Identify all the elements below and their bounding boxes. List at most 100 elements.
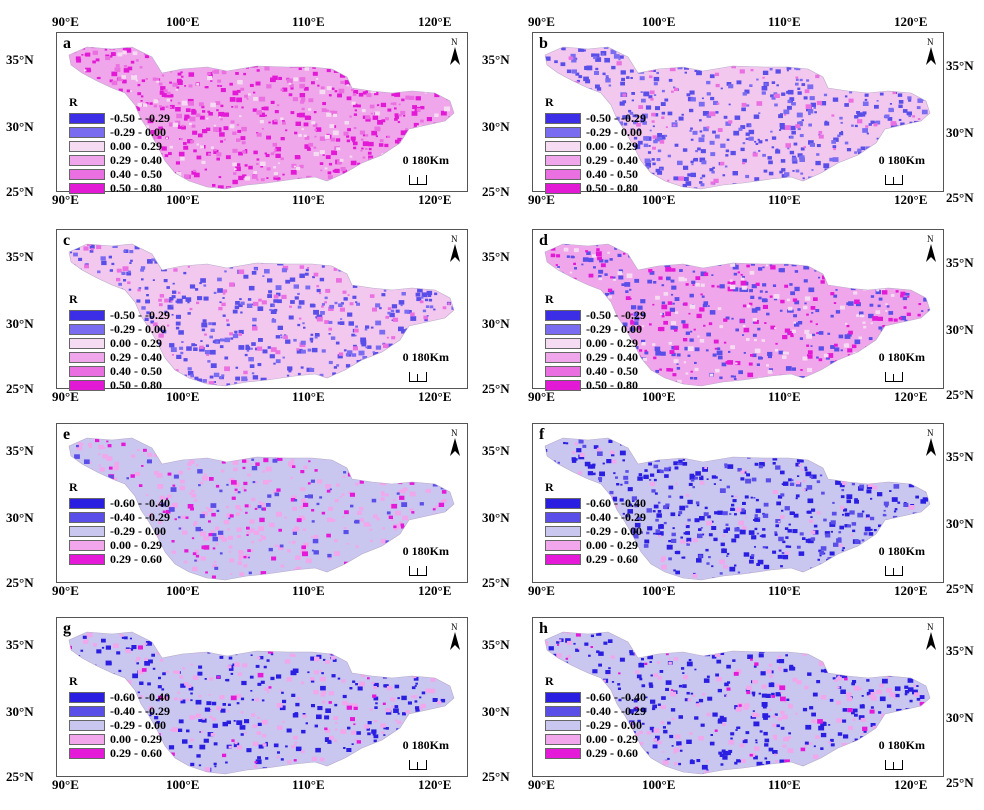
legend-item: 0.00 - 0.29	[545, 139, 646, 153]
legend-item: 0.00 - 0.29	[69, 336, 170, 350]
legend-swatch	[545, 140, 581, 152]
lon-tick-label: 120°E	[894, 777, 928, 792]
legend-item-label: 0.00 - 0.29	[586, 537, 638, 552]
lon-tick-label: 110°E	[292, 777, 325, 792]
legend-swatch	[545, 525, 581, 537]
legend-item-label: -0.29 - 0.00	[110, 523, 166, 538]
legend-item-label: 0.29 - 0.60	[586, 551, 638, 566]
legend-swatch	[69, 511, 105, 523]
legend-swatch	[69, 497, 105, 509]
svg-text:N: N	[451, 37, 458, 47]
legend-item-label: 0.29 - 0.40	[110, 349, 162, 364]
legend: R -0.60 - -0.40 -0.40 - -0.29 -0.29 - 0.00 0…	[545, 480, 646, 566]
legend-swatch	[69, 154, 105, 166]
lat-tick-label: 35°N	[482, 443, 510, 458]
legend-swatch	[545, 497, 581, 509]
lat-tick-label: 25°N	[6, 381, 34, 396]
legend-item: -0.50 - -0.29	[545, 308, 646, 322]
legend-item-label: -0.60 - -0.40	[110, 495, 170, 510]
legend-item-label: 0.29 - 0.60	[586, 745, 638, 760]
scale-label: 0 180Km	[402, 544, 449, 558]
panel-label: h	[539, 620, 548, 637]
legend-item: 0.40 - 0.50	[69, 364, 170, 378]
lon-tick-label: 110°E	[292, 14, 325, 29]
legend-title: R	[69, 292, 78, 306]
legend-item: -0.29 - 0.00	[545, 125, 646, 139]
lon-tick-label: 120°E	[418, 192, 452, 207]
legend-swatch	[545, 691, 581, 703]
legend-swatch	[69, 379, 105, 391]
legend-swatch	[69, 747, 105, 759]
scale-bar	[885, 372, 903, 382]
legend-swatch	[69, 126, 105, 138]
lon-tick-label: 110°E	[768, 777, 801, 792]
legend-item: 0.29 - 0.60	[69, 746, 170, 760]
map-panel-e: e N R -0.60 - -0.40 -0.40 - -0.29 -0.29 - 0.0…	[56, 423, 468, 583]
north-arrow-icon: N	[923, 428, 939, 458]
legend-swatch	[69, 365, 105, 377]
lat-tick-label: 35°N	[946, 255, 974, 270]
legend-swatch	[545, 719, 581, 731]
legend-swatch	[69, 553, 105, 565]
lon-tick-label: 120°E	[894, 583, 928, 598]
lon-tick-label: 90°E	[528, 192, 555, 207]
legend-item: 0.29 - 0.40	[69, 350, 170, 364]
lat-tick-label: 30°N	[6, 510, 34, 525]
legend-item: -0.29 - 0.00	[69, 125, 170, 139]
legend-swatch	[69, 323, 105, 335]
legend-item: -0.40 - -0.29	[545, 704, 646, 718]
scale-bar	[409, 372, 427, 382]
legend-item-label: -0.40 - -0.29	[110, 703, 170, 718]
lon-tick-label: 110°E	[768, 14, 801, 29]
legend-item-label: -0.29 - 0.00	[586, 124, 642, 139]
lon-tick-label: 120°E	[418, 14, 452, 29]
legend-swatch	[545, 747, 581, 759]
map-panel-f: f N R -0.60 - -0.40 -0.40 - -0.29 -0.29 - 0.0…	[532, 423, 944, 583]
legend-swatch	[545, 323, 581, 335]
scale-bar	[885, 566, 903, 576]
lat-tick-label: 35°N	[482, 249, 510, 264]
legend-item: 0.29 - 0.60	[69, 552, 170, 566]
legend-item: 0.00 - 0.29	[69, 538, 170, 552]
lon-tick-label: 110°E	[292, 389, 325, 404]
lat-tick-label: 25°N	[946, 581, 974, 596]
legend-item-label: 0.29 - 0.40	[586, 152, 638, 167]
legend-item: 0.50 - 0.80	[69, 378, 170, 392]
legend-item: 0.29 - 0.40	[545, 153, 646, 167]
scale-bar	[885, 760, 903, 770]
scale-bar	[409, 175, 427, 185]
lon-tick-label: 90°E	[528, 14, 555, 29]
lon-tick-label: 100°E	[642, 389, 676, 404]
legend-item-label: 0.50 - 0.80	[586, 377, 638, 392]
lon-tick-label: 90°E	[528, 777, 555, 792]
legend-item: 0.00 - 0.29	[69, 139, 170, 153]
legend-item-label: -0.50 - -0.29	[110, 110, 170, 125]
lat-tick-label: 30°N	[482, 316, 510, 331]
legend-swatch	[545, 168, 581, 180]
lat-tick-label: 30°N	[482, 510, 510, 525]
lon-tick-label: 100°E	[166, 192, 200, 207]
scale-bar	[885, 175, 903, 185]
legend-item: 0.00 - 0.29	[69, 732, 170, 746]
legend: R -0.60 - -0.40 -0.40 - -0.29 -0.29 - 0.00 0…	[69, 674, 170, 760]
lat-tick-label: 35°N	[6, 443, 34, 458]
lat-tick-label: 30°N	[946, 516, 974, 531]
panel-label: a	[63, 35, 71, 52]
lat-tick-label: 25°N	[482, 769, 510, 784]
legend-item-label: -0.60 - -0.40	[586, 689, 646, 704]
legend: R -0.60 - -0.40 -0.40 - -0.29 -0.29 - 0.00 0…	[69, 480, 170, 566]
scale-label: 0 180Km	[402, 153, 449, 167]
panel-label: e	[63, 426, 71, 443]
north-arrow-icon: N	[923, 234, 939, 264]
legend-item-label: -0.60 - -0.40	[586, 495, 646, 510]
north-arrow-icon: N	[447, 622, 463, 652]
lat-tick-label: 25°N	[6, 575, 34, 590]
legend-swatch	[545, 539, 581, 551]
basin-fill	[69, 47, 454, 189]
legend-title: R	[545, 292, 554, 306]
legend-swatch	[69, 168, 105, 180]
legend-swatch	[69, 691, 105, 703]
lat-tick-label: 35°N	[482, 52, 510, 67]
legend-item-label: 0.50 - 0.80	[110, 180, 162, 195]
lon-tick-label: 100°E	[642, 583, 676, 598]
